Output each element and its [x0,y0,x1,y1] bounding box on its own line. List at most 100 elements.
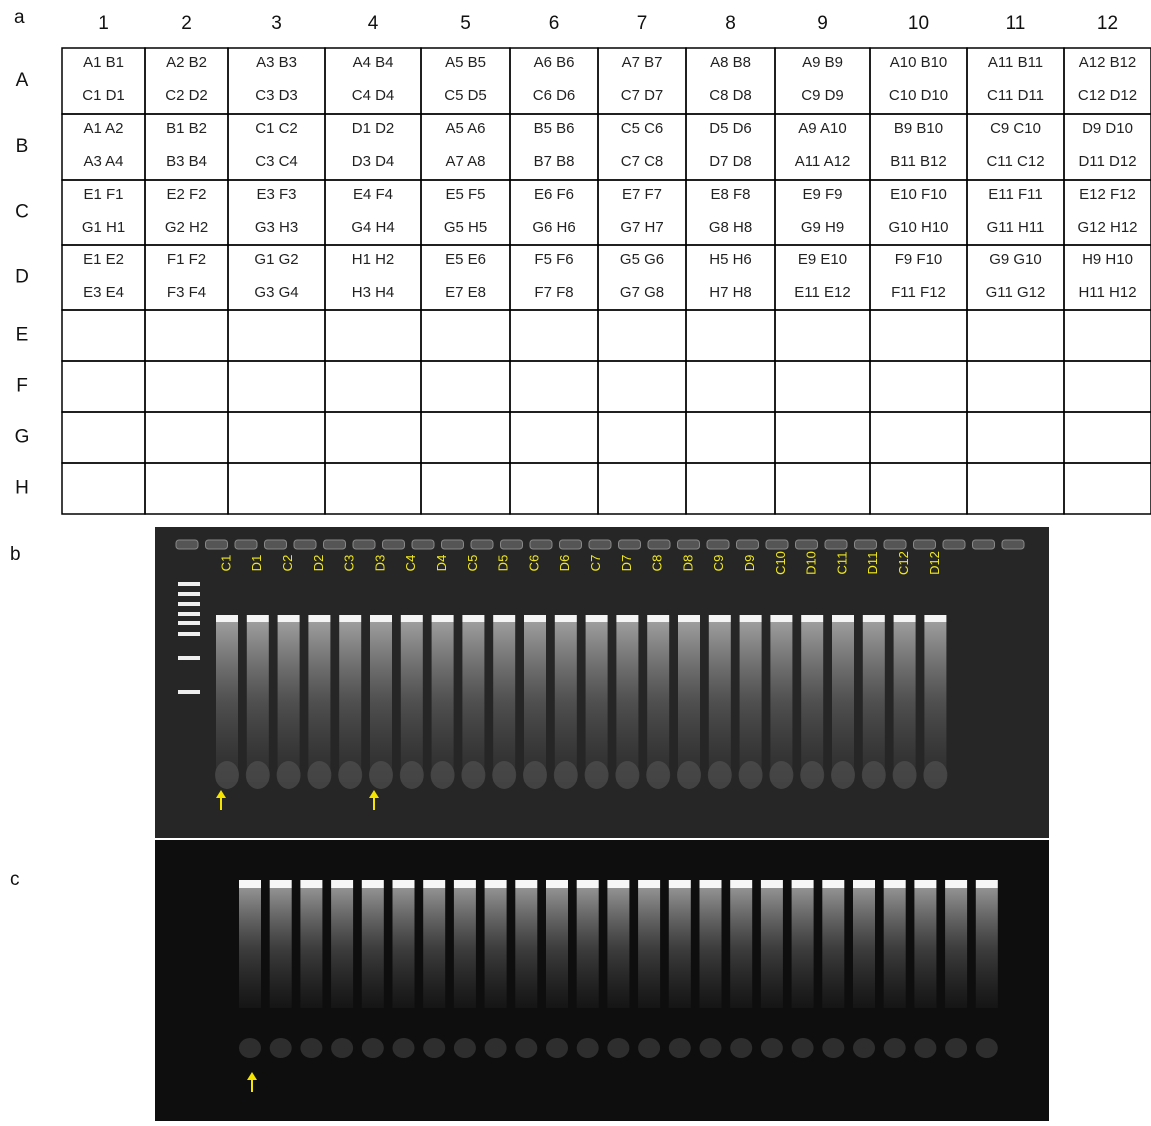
cell-text: G3 G4 [254,284,298,301]
cell-text: E5 F5 [445,186,485,203]
band [945,880,967,888]
table-cell [967,310,1064,361]
table-cell [1064,310,1151,361]
glow [730,1038,752,1058]
band [616,615,638,622]
cell-text: D11 D12 [1078,153,1136,170]
cell-text: G5 G6 [620,251,664,268]
cell-text: A3 B3 [256,54,297,71]
cell-text: H5 H6 [709,251,752,268]
ladder-band [178,621,200,625]
glow [677,761,701,789]
cell-text: C5 D5 [444,87,487,104]
cell-text: A3 A4 [83,153,123,170]
cell-text: E1 E2 [83,251,124,268]
cell-text: C1 C2 [255,120,298,137]
smear [801,622,823,782]
cell-text: C7 C8 [621,153,664,170]
table-cell [775,463,870,514]
band [331,880,353,888]
band [976,880,998,888]
band [216,615,238,622]
glow [400,761,424,789]
smear [740,622,762,782]
glow [492,761,516,789]
table-cell [228,412,325,463]
cell-text: H3 H4 [352,284,395,301]
lane-label: C5 [465,555,480,572]
lane-label: D2 [311,555,326,572]
cell-text: B1 B2 [166,120,207,137]
ladder-band [178,582,200,586]
glow [307,761,331,789]
cell-text: C8 D8 [709,87,752,104]
cell-text: E3 F3 [256,186,296,203]
cell-text: C4 D4 [352,87,395,104]
well [324,540,346,549]
table-cell [228,361,325,412]
cell-text: A9 A10 [798,120,846,137]
well [619,540,641,549]
smear [339,622,361,782]
cell-text: C12 D12 [1078,87,1137,104]
cell-text: A9 B9 [802,54,843,71]
table-cell [62,412,145,463]
cell-text: C9 C10 [990,120,1041,137]
smear [700,888,722,1008]
ladder-band [178,592,200,596]
band [647,615,669,622]
smear [678,622,700,782]
ladder-band [178,632,200,636]
glow [331,1038,353,1058]
glow [923,761,947,789]
cell-text: A6 B6 [534,54,575,71]
band [678,615,700,622]
table-cell [775,310,870,361]
well [589,540,611,549]
smear [555,622,577,782]
table-cell [145,463,228,514]
table-cell [686,361,775,412]
well [235,540,257,549]
lane-label: C7 [588,555,603,572]
cell-text: D9 D10 [1082,120,1133,137]
smear [370,622,392,782]
band [401,615,423,622]
glow [761,1038,783,1058]
well [855,540,877,549]
lane-label: C10 [773,551,788,575]
cell-text: A11 B11 [988,54,1043,71]
table-cell [325,412,421,463]
cell-text: A12 B12 [1079,54,1137,71]
table-cell [1064,412,1151,463]
band [884,880,906,888]
cell-text: E9 E10 [798,251,847,268]
table-cell [510,310,598,361]
table-cell [870,412,967,463]
cell-text: E10 F10 [890,186,947,203]
cell-text: E2 F2 [166,186,206,203]
cell-text: D7 D8 [709,153,752,170]
row-header: B [16,136,29,157]
cell-text: F11 F12 [891,284,946,301]
table-cell [145,361,228,412]
table-cell [510,412,598,463]
table-cell [62,361,145,412]
smear [863,622,885,782]
cell-text: E11 F11 [988,186,1042,203]
cell-text: B9 B10 [894,120,943,137]
glow [822,1038,844,1058]
lane-label: D1 [249,555,264,572]
well [530,540,552,549]
cell-text: A1 A2 [83,120,123,137]
column-header: 10 [908,13,929,34]
glow [461,761,485,789]
lane-label: C4 [403,555,418,572]
band [362,880,384,888]
column-header: 7 [637,13,648,34]
band [607,880,629,888]
cell-text: E5 E6 [445,251,486,268]
well [737,540,759,549]
band [801,615,823,622]
cell-text: A2 B2 [166,54,207,71]
